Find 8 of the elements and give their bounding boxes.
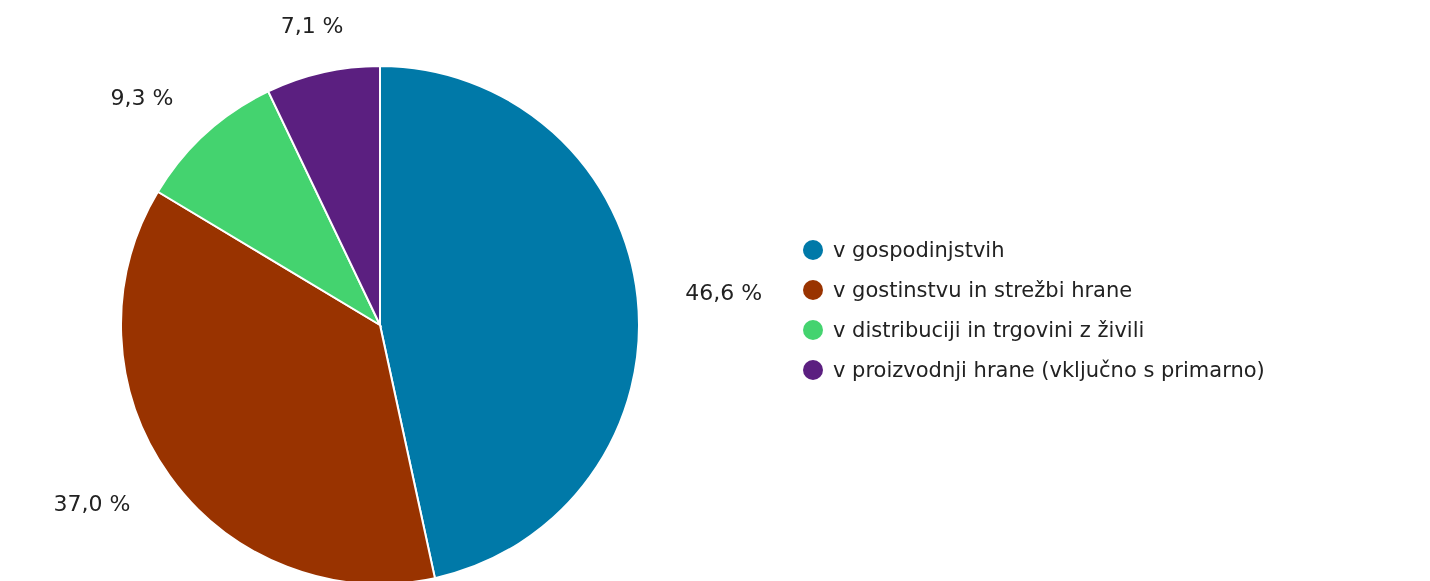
data-label: 46,6 % — [685, 279, 763, 305]
legend-label: v proizvodnji hrane (vključno s primarno) — [833, 358, 1265, 382]
data-label: 7,1 % — [280, 13, 344, 39]
data-label: 9,3 % — [110, 85, 174, 111]
legend-label: v distribuciji in trgovini z živili — [833, 318, 1145, 342]
legend-label: v gospodinjstvih — [833, 238, 1005, 262]
legend-label: v gostinstvu in strežbi hrane — [833, 278, 1133, 302]
data-label: 37,0 % — [53, 491, 131, 517]
